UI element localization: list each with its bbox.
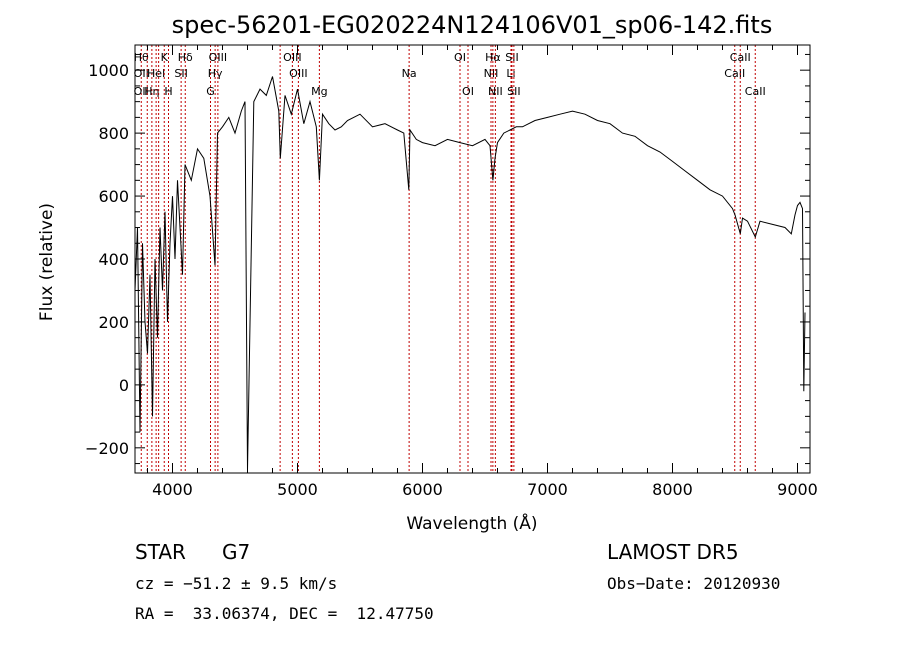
line-marker-label: K	[161, 51, 169, 64]
x-tick-label: 8000	[652, 480, 693, 499]
line-marker-label: NII	[484, 67, 499, 80]
redshift-velocity: cz = −51.2 ± 9.5 km/s	[135, 574, 338, 593]
spectrum-line	[134, 76, 806, 470]
y-tick-label: 1000	[88, 61, 129, 80]
line-marker-label: SII	[507, 85, 520, 98]
object-class: STAR	[135, 540, 186, 564]
line-marker-label: OI	[454, 51, 466, 64]
line-marker-label: G	[206, 85, 215, 98]
line-marker-label: Li	[506, 67, 515, 80]
x-tick-label: 6000	[402, 480, 443, 499]
line-marker-label: Na	[402, 67, 417, 80]
x-tick-label: 4000	[152, 480, 193, 499]
x-axis: 4000 5000 6000 7000 8000 9000	[147, 45, 818, 499]
line-marker-label: NII	[488, 85, 503, 98]
line-marker-label: OIII	[209, 51, 227, 64]
line-marker-label: SII	[174, 67, 187, 80]
line-marker-label: Hη	[144, 85, 159, 98]
y-tick-label: 200	[98, 313, 129, 332]
line-marker-label: Hθ	[134, 51, 149, 64]
y-tick-label: 0	[119, 376, 129, 395]
spectrum-series	[134, 76, 806, 470]
y-axis-label: Flux (relative)	[37, 203, 57, 321]
line-marker-label: OIII	[283, 51, 301, 64]
line-marker-label: OIII	[289, 67, 307, 80]
y-tick-label: 400	[98, 250, 129, 269]
line-marker-label: HeI	[147, 67, 165, 80]
line-marker-label: OII	[134, 85, 149, 98]
y-tick-label: 600	[98, 187, 129, 206]
x-tick-label: 9000	[777, 480, 818, 499]
coordinates: RA = 33.06374, DEC = 12.47750	[135, 604, 434, 623]
x-tick-label: 7000	[527, 480, 568, 499]
line-marker-label: OI	[462, 85, 474, 98]
line-marker-label: H	[164, 85, 172, 98]
observation-date: Obs−Date: 20120930	[607, 574, 781, 593]
plot-frame	[134, 44, 811, 474]
line-marker-label: Hδ	[178, 51, 193, 64]
line-marker-label: Hγ	[208, 67, 223, 80]
line-marker-label: Hα	[485, 51, 501, 64]
line-marker-label: Mg	[311, 85, 327, 98]
line-marker-label: CaII	[745, 85, 766, 98]
chart-title: spec-56201-EG020224N124106V01_sp06-142.f…	[172, 11, 773, 39]
y-axis: −200 0 200 400 600 800 1000	[85, 53, 810, 465]
object-subclass: G7	[222, 540, 251, 564]
line-marker-label: SII	[505, 51, 518, 64]
y-tick-label: −200	[85, 439, 129, 458]
line-marker-label: CaII	[724, 67, 745, 80]
x-tick-label: 5000	[277, 480, 318, 499]
line-marker-label: CaII	[730, 51, 751, 64]
y-tick-label: 800	[98, 124, 129, 143]
survey-name: LAMOST DR5	[607, 540, 739, 564]
x-axis-label: Wavelength (Å)	[406, 512, 537, 534]
